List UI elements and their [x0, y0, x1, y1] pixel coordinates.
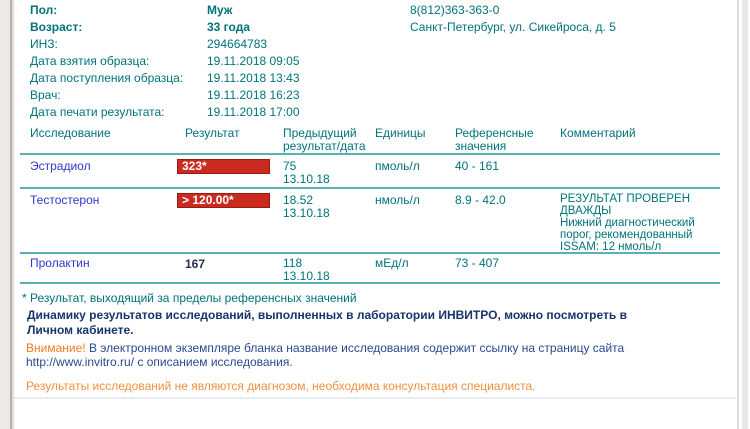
- sample-received-label: Дата поступления образца:: [30, 71, 184, 85]
- print-date-value: 19.11.2018 17:00: [207, 105, 300, 119]
- test-name: Эстрадиол: [30, 159, 91, 173]
- lab-phone: 8(812)363-363-0: [410, 3, 500, 17]
- patient-row-print-date: Дата печати результата: 19.11.2018 17:00: [30, 104, 410, 121]
- column-header-reference: Референсные значения: [455, 126, 534, 153]
- column-header-previous: Предыдущий результат/дата: [283, 126, 366, 153]
- lab-contact-block: 8(812)363-363-0 Санкт-Петербург, ул. Сик…: [410, 2, 616, 36]
- scan-edge-right-border: [737, 0, 739, 429]
- inz-label: ИНЗ:: [30, 37, 58, 51]
- column-header-test: Исследование: [30, 126, 111, 140]
- previous-date: 13.10.18: [283, 172, 330, 186]
- result-value: 167: [185, 257, 206, 271]
- comment-issam-threshold: Нижний диагностический порог, рекомендов…: [560, 217, 695, 253]
- scan-edge-left-border: [10, 0, 12, 429]
- patient-row-sample-taken: Дата взятия образца: 19.11.2018 09:05: [30, 53, 410, 70]
- dynamics-note: Динамику результатов исследований, выпол…: [27, 308, 727, 338]
- diagnosis-disclaimer: Результаты исследований не являются диаг…: [26, 379, 536, 393]
- column-header-units: Единицы: [375, 126, 426, 140]
- units-value: пмоль/л: [375, 159, 420, 173]
- sample-received-value: 19.11.2018 13:43: [207, 71, 300, 85]
- scan-bottom-line: [14, 397, 736, 399]
- patient-row-age: Возраст: 33 года: [30, 19, 410, 36]
- doctor-value: 19.11.2018 16:23: [207, 88, 300, 102]
- result-flagged-badge: 323*: [177, 159, 270, 174]
- previous-result: 18.52 13.10.18: [283, 194, 373, 220]
- out-of-range-footnote: * Результат, выходящий за пределы рефере…: [22, 291, 357, 305]
- attention-text: В электронном экземпляре бланка название…: [88, 341, 625, 355]
- patient-info-block: Пол: Муж Возраст: 33 года ИНЗ: 294664783 Да…: [30, 2, 410, 121]
- age-value: 33 года: [207, 20, 250, 34]
- result-comment: РЕЗУЛЬТАТ ПРОВЕРЕН ДВАЖДЫ Нижний диагнос…: [560, 193, 723, 253]
- previous-value: 18.52: [283, 193, 314, 207]
- reference-range: 8.9 - 42.0: [455, 193, 506, 207]
- previous-result: 75 13.10.18: [283, 160, 373, 186]
- attention-note-line1: Внимание! В электронном экземпляре бланк…: [26, 341, 716, 355]
- doctor-label: Врач:: [30, 88, 61, 102]
- sex-label: Пол:: [30, 3, 58, 17]
- previous-date: 13.10.18: [283, 206, 330, 220]
- age-label: Возраст:: [30, 20, 83, 34]
- test-name: Тестостерон: [30, 193, 100, 207]
- test-name: Пролактин: [30, 256, 90, 270]
- previous-value: 118: [283, 256, 303, 270]
- lab-address: Санкт-Петербург, ул. Сикейроса, д. 5: [410, 20, 616, 34]
- dynamics-note-line1: Динамику результатов исследований, выпол…: [27, 308, 627, 322]
- attention-note: Внимание! В электронном экземпляре бланк…: [26, 341, 716, 369]
- table-header-rule: [20, 153, 720, 155]
- patient-row-doctor: Врач: 19.11.2018 16:23: [30, 87, 410, 104]
- dynamics-note-line2: Личном кабинете.: [27, 323, 134, 337]
- scan-edge-right: [742, 0, 748, 429]
- patient-row-inz: ИНЗ: 294664783: [30, 36, 410, 53]
- scan-edge-left-shadow: [12, 0, 14, 429]
- attention-note-line2: http://www.invitro.ru/ с описанием иссле…: [26, 355, 293, 369]
- units-value: нмоль/л: [375, 193, 420, 207]
- previous-value: 75: [283, 159, 297, 173]
- attention-label: Внимание!: [26, 341, 86, 355]
- patient-row-sample-received: Дата поступления образца: 19.11.2018 13:4…: [30, 70, 410, 87]
- sample-taken-label: Дата взятия образца:: [30, 54, 150, 68]
- units-value: мЕд/л: [375, 256, 409, 270]
- comment-checked-twice: РЕЗУЛЬТАТ ПРОВЕРЕН ДВАЖДЫ: [560, 193, 691, 217]
- column-header-comment: Комментарий: [560, 126, 636, 140]
- table-row-rule: [20, 187, 720, 189]
- print-date-label: Дата печати результата:: [30, 105, 165, 119]
- sample-taken-value: 19.11.2018 09:05: [207, 54, 300, 68]
- patient-row-sex: Пол: Муж: [30, 2, 410, 19]
- sex-value: Муж: [207, 3, 233, 17]
- table-bottom-rule: [20, 282, 720, 284]
- scan-edge-left: [0, 0, 10, 429]
- reference-range: 40 - 161: [455, 159, 500, 173]
- previous-result: 118 13.10.18: [283, 257, 373, 283]
- inz-value: 294664783: [207, 37, 268, 51]
- previous-date: 13.10.18: [283, 269, 330, 283]
- column-header-result: Результат: [185, 126, 240, 140]
- table-row-rule: [20, 252, 720, 254]
- reference-range: 73 - 407: [455, 256, 500, 270]
- result-flagged-badge: > 120.00*: [177, 193, 270, 208]
